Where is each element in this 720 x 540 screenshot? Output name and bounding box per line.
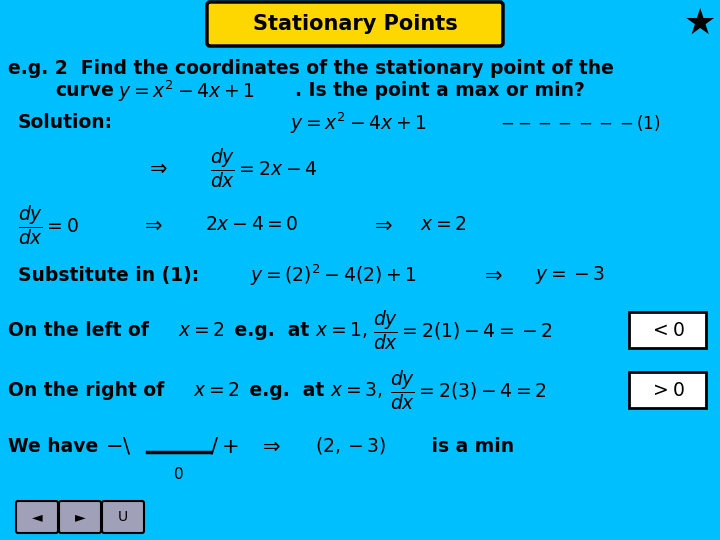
FancyBboxPatch shape [16, 501, 58, 533]
FancyBboxPatch shape [629, 312, 706, 348]
Text: $y = x^2 - 4x + 1$: $y = x^2 - 4x + 1$ [118, 78, 255, 104]
Text: $x = 1,$: $x = 1,$ [315, 320, 368, 340]
Text: $\Rightarrow$: $\Rightarrow$ [480, 265, 503, 285]
Text: ◄: ◄ [32, 510, 42, 524]
Text: Substitute in (1):: Substitute in (1): [18, 266, 199, 285]
Text: $-------(1)$: $-------(1)$ [500, 113, 660, 133]
Text: U: U [118, 510, 128, 524]
FancyBboxPatch shape [59, 501, 101, 533]
Text: $y = (2)^2 - 4(2) + 1$: $y = (2)^2 - 4(2) + 1$ [250, 262, 417, 288]
Text: $< 0$: $< 0$ [649, 321, 685, 340]
Text: e.g.  at: e.g. at [228, 321, 316, 340]
Text: $\Rightarrow$: $\Rightarrow$ [370, 215, 392, 235]
Text: $0$: $0$ [173, 466, 184, 482]
Text: $y = x^2 - 4x + 1$: $y = x^2 - 4x + 1$ [290, 110, 427, 136]
Text: $\dfrac{dy}{dx} = 2(1) - 4 = -2$: $\dfrac{dy}{dx} = 2(1) - 4 = -2$ [373, 308, 553, 352]
Text: $2x - 4 = 0$: $2x - 4 = 0$ [205, 215, 299, 234]
Text: $(2, -3)$: $(2, -3)$ [315, 435, 387, 456]
Text: $x = 3,$: $x = 3,$ [330, 380, 382, 400]
Text: $-\backslash$: $-\backslash$ [105, 435, 132, 456]
Text: On the right of: On the right of [8, 381, 171, 400]
Text: curve: curve [55, 82, 114, 100]
Text: . Is the point a max or min?: . Is the point a max or min? [295, 82, 585, 100]
Text: $> 0$: $> 0$ [649, 381, 685, 400]
Text: $/ +$: $/ +$ [210, 435, 238, 456]
Text: $x = 2$: $x = 2$ [178, 321, 225, 340]
FancyBboxPatch shape [207, 2, 503, 46]
Text: $y = -3$: $y = -3$ [535, 264, 605, 286]
Text: ►: ► [75, 510, 85, 524]
Text: $x = 2$: $x = 2$ [193, 381, 240, 400]
Text: We have: We have [8, 436, 98, 456]
Text: e.g.  at: e.g. at [243, 381, 330, 400]
Text: $\dfrac{dy}{dx} = 2x - 4$: $\dfrac{dy}{dx} = 2x - 4$ [210, 146, 318, 190]
Text: Stationary Points: Stationary Points [253, 14, 457, 34]
Text: ★: ★ [684, 7, 716, 41]
Text: is a min: is a min [425, 436, 514, 456]
Text: e.g. 2  Find the coordinates of the stationary point of the: e.g. 2 Find the coordinates of the stati… [8, 58, 614, 78]
Text: $\dfrac{dy}{dx} = 2(3) - 4 = 2$: $\dfrac{dy}{dx} = 2(3) - 4 = 2$ [390, 368, 546, 412]
Text: Solution:: Solution: [18, 113, 113, 132]
Text: $\Rightarrow$: $\Rightarrow$ [145, 158, 168, 178]
Text: $\Rightarrow$: $\Rightarrow$ [140, 215, 163, 235]
Text: On the left of: On the left of [8, 321, 156, 340]
Text: $\Rightarrow$: $\Rightarrow$ [258, 436, 281, 456]
Text: $x = 2$: $x = 2$ [420, 215, 467, 234]
Text: $\dfrac{dy}{dx} = 0$: $\dfrac{dy}{dx} = 0$ [18, 203, 79, 247]
FancyBboxPatch shape [102, 501, 144, 533]
FancyBboxPatch shape [629, 372, 706, 408]
